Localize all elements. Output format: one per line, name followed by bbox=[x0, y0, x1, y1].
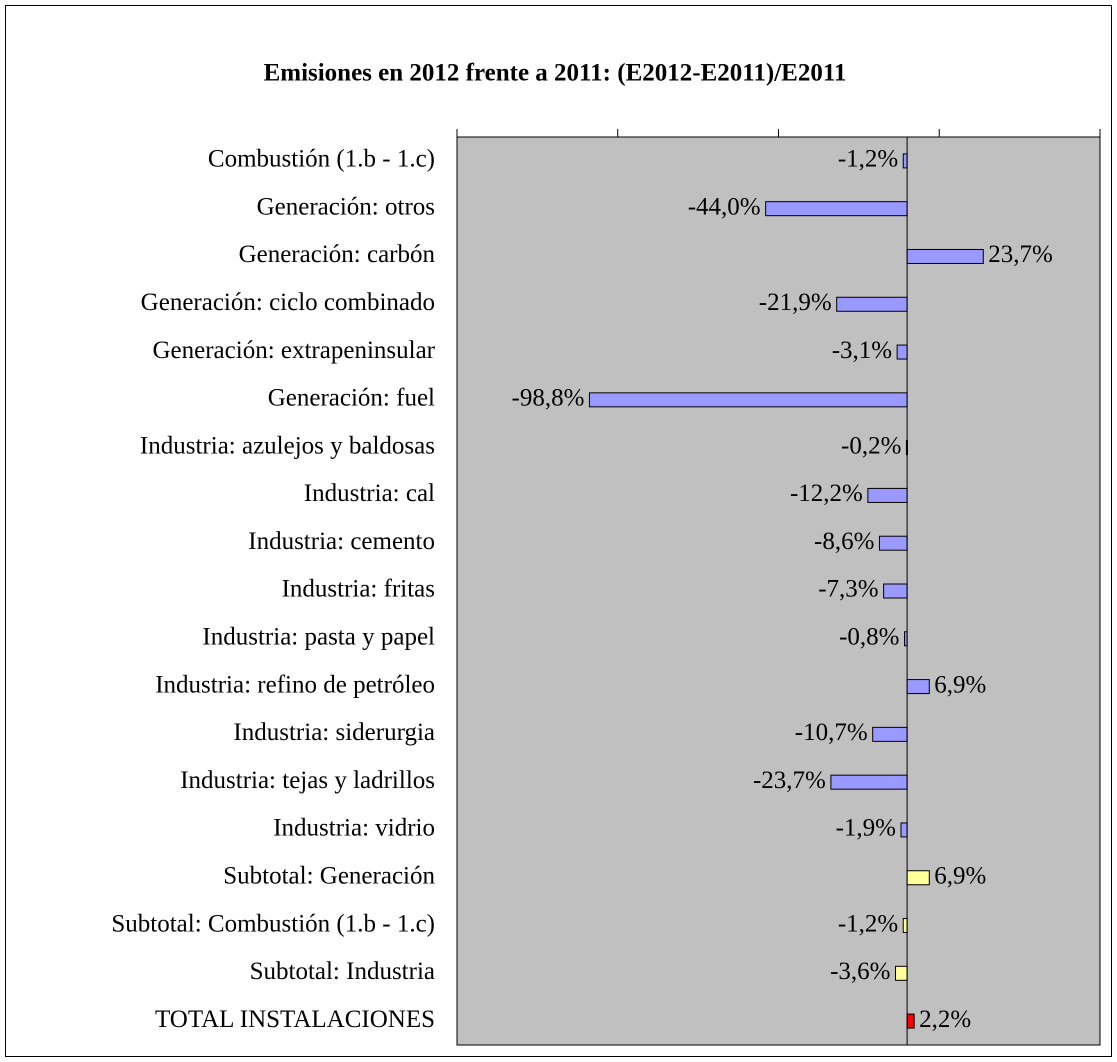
data-label: -8,6% bbox=[814, 528, 874, 555]
y-tick-label: Industria: vidrio bbox=[273, 815, 435, 842]
y-tick-label: Subtotal: Generación bbox=[223, 862, 435, 889]
y-tick-label: Industria: pasta y papel bbox=[202, 624, 435, 651]
bar bbox=[906, 1013, 915, 1029]
bar bbox=[836, 296, 908, 312]
bar bbox=[902, 918, 908, 934]
bar bbox=[906, 248, 984, 264]
y-tick-label: Industria: cemento bbox=[248, 528, 435, 555]
bar bbox=[895, 965, 908, 981]
bar bbox=[883, 583, 908, 599]
data-label: -7,3% bbox=[818, 576, 878, 603]
data-label: -10,7% bbox=[795, 719, 868, 746]
data-label: -3,6% bbox=[830, 958, 890, 985]
data-label: -23,7% bbox=[753, 767, 826, 794]
data-label: -0,8% bbox=[839, 624, 899, 651]
data-label: -12,2% bbox=[790, 480, 863, 507]
bar bbox=[906, 870, 930, 886]
data-label: -1,2% bbox=[838, 146, 898, 173]
data-label: 2,2% bbox=[919, 1006, 971, 1033]
bar bbox=[906, 679, 930, 695]
y-tick-label: Industria: cal bbox=[304, 480, 435, 507]
y-tick-label: Subtotal: Combustión (1.b - 1.c) bbox=[111, 910, 435, 937]
y-tick-label: TOTAL INSTALACIONES bbox=[155, 1006, 435, 1033]
plot-area bbox=[456, 136, 1101, 1046]
data-label: -0,2% bbox=[841, 432, 901, 459]
data-label: 6,9% bbox=[934, 671, 986, 698]
data-label: 23,7% bbox=[988, 241, 1053, 268]
bar bbox=[872, 726, 908, 742]
bar bbox=[878, 535, 908, 551]
y-tick-label: Combustión (1.b - 1.c) bbox=[208, 146, 435, 173]
y-tick-label: Generación: fuel bbox=[268, 385, 435, 412]
bar bbox=[867, 487, 908, 503]
data-label: -1,2% bbox=[838, 910, 898, 937]
data-label: 6,9% bbox=[934, 862, 986, 889]
y-tick-label: Generación: ciclo combinado bbox=[141, 289, 435, 316]
chart-title: Emisiones en 2012 frente a 2011: (E2012-… bbox=[264, 60, 847, 87]
y-tick-label: Generación: otros bbox=[257, 193, 435, 220]
y-tick-label: Generación: extrapeninsular bbox=[152, 337, 435, 364]
data-label: -98,8% bbox=[512, 385, 585, 412]
data-label: -44,0% bbox=[688, 193, 761, 220]
y-tick-label: Industria: tejas y ladrillos bbox=[180, 767, 435, 794]
bar bbox=[765, 201, 908, 217]
data-label: -1,9% bbox=[836, 815, 896, 842]
y-tick-label: Industria: fritas bbox=[282, 576, 435, 603]
data-label: -3,1% bbox=[832, 337, 892, 364]
y-tick-label: Subtotal: Industria bbox=[250, 958, 435, 985]
data-label: -21,9% bbox=[759, 289, 832, 316]
bar bbox=[588, 392, 908, 408]
y-tick-label: Industria: azulejos y baldosas bbox=[140, 432, 435, 459]
bar bbox=[896, 344, 908, 360]
y-tick-label: Industria: siderurgia bbox=[233, 719, 435, 746]
bar bbox=[902, 153, 908, 169]
y-tick-label: Generación: carbón bbox=[239, 241, 436, 268]
y-tick-label: Industria: refino de petróleo bbox=[155, 671, 435, 698]
bar bbox=[830, 774, 908, 790]
bar bbox=[900, 822, 908, 838]
